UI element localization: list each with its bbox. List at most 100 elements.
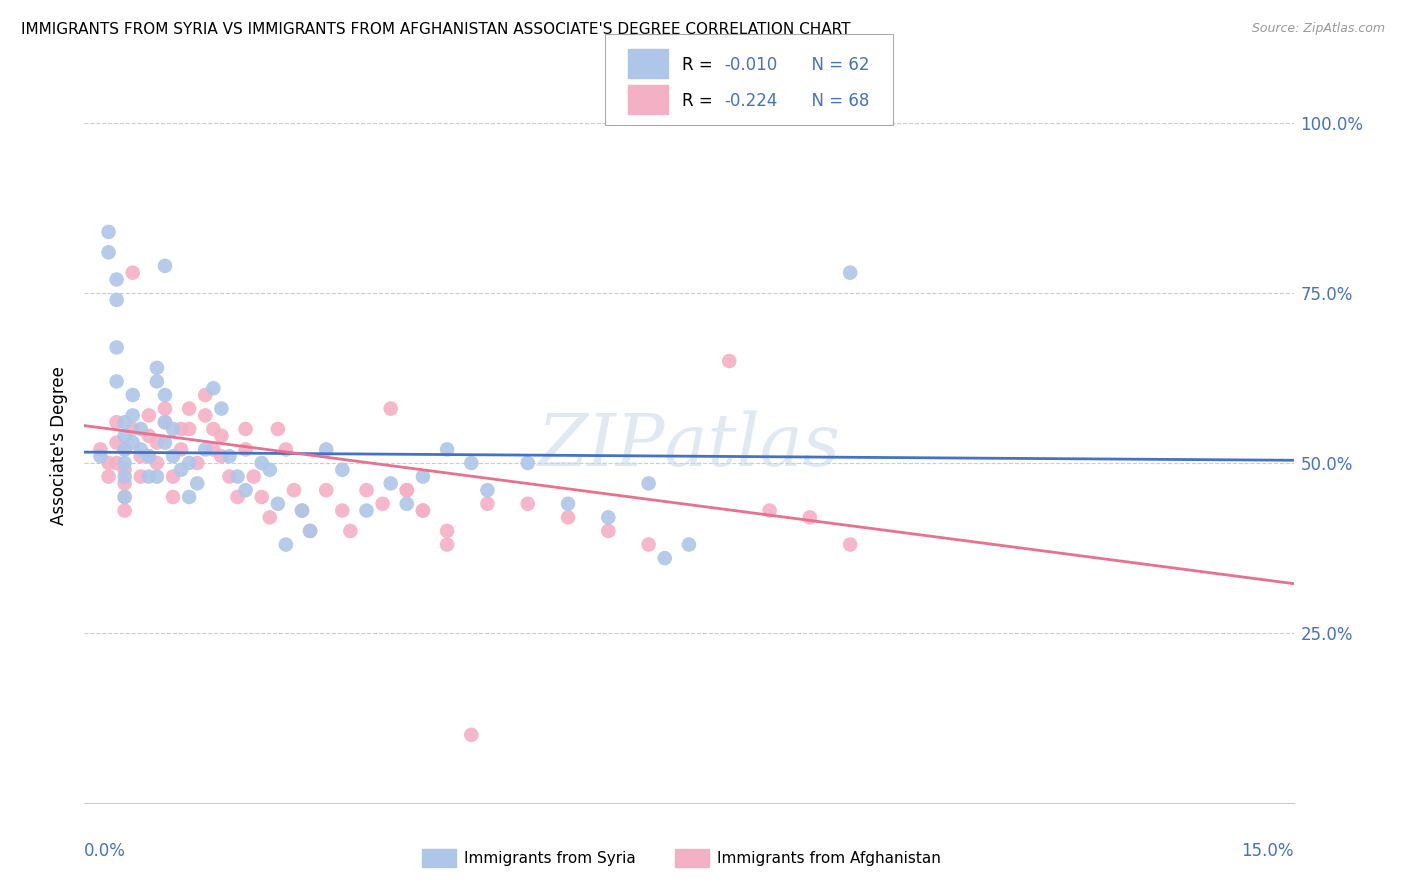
Point bbox=[89, 449, 111, 463]
Point bbox=[202, 422, 225, 436]
Point bbox=[235, 442, 257, 457]
Point bbox=[209, 429, 232, 443]
Point bbox=[153, 415, 176, 429]
Point bbox=[209, 449, 232, 463]
Point bbox=[235, 422, 257, 436]
Point bbox=[179, 456, 201, 470]
Point bbox=[202, 442, 225, 457]
Point bbox=[153, 415, 176, 429]
Text: -0.224: -0.224 bbox=[724, 92, 778, 110]
Point bbox=[330, 503, 353, 517]
Point bbox=[121, 435, 143, 450]
Point bbox=[146, 360, 169, 375]
Point bbox=[339, 524, 361, 538]
Point bbox=[460, 456, 482, 470]
Point bbox=[114, 503, 136, 517]
Point bbox=[283, 483, 305, 498]
Point bbox=[121, 422, 143, 436]
Point bbox=[839, 537, 862, 551]
Point bbox=[637, 537, 659, 551]
Point bbox=[114, 415, 136, 429]
Point bbox=[97, 456, 120, 470]
Point bbox=[226, 490, 249, 504]
Point bbox=[412, 503, 434, 517]
Point bbox=[299, 524, 322, 538]
Point bbox=[146, 435, 169, 450]
Point bbox=[186, 476, 208, 491]
Text: N = 68: N = 68 bbox=[801, 92, 870, 110]
Point bbox=[598, 524, 620, 538]
Text: IMMIGRANTS FROM SYRIA VS IMMIGRANTS FROM AFGHANISTAN ASSOCIATE'S DEGREE CORRELAT: IMMIGRANTS FROM SYRIA VS IMMIGRANTS FROM… bbox=[21, 22, 851, 37]
Point bbox=[105, 341, 128, 355]
Point bbox=[218, 449, 240, 463]
Point bbox=[138, 429, 160, 443]
Point bbox=[105, 272, 128, 286]
Point bbox=[105, 293, 128, 307]
Point bbox=[839, 266, 862, 280]
Point bbox=[516, 497, 538, 511]
Point bbox=[121, 388, 143, 402]
Point bbox=[250, 456, 273, 470]
Point bbox=[299, 524, 322, 538]
Point bbox=[179, 490, 201, 504]
Point bbox=[162, 490, 184, 504]
Point bbox=[356, 503, 378, 517]
Point bbox=[395, 483, 418, 498]
Point bbox=[250, 490, 273, 504]
Point bbox=[477, 483, 499, 498]
Point bbox=[129, 469, 152, 483]
Point bbox=[114, 490, 136, 504]
Point bbox=[242, 469, 264, 483]
Point bbox=[330, 463, 353, 477]
Point bbox=[194, 409, 217, 423]
Point bbox=[758, 503, 780, 517]
Point bbox=[121, 266, 143, 280]
Point bbox=[274, 537, 297, 551]
Point bbox=[259, 510, 281, 524]
Point bbox=[146, 469, 169, 483]
Point bbox=[105, 375, 128, 389]
Point bbox=[291, 503, 314, 517]
Point bbox=[557, 510, 579, 524]
Y-axis label: Associate's Degree: Associate's Degree bbox=[51, 367, 69, 525]
Point bbox=[291, 503, 314, 517]
Point bbox=[235, 483, 257, 498]
Point bbox=[395, 483, 418, 498]
Text: 15.0%: 15.0% bbox=[1241, 842, 1294, 860]
Point bbox=[114, 429, 136, 443]
Point bbox=[267, 497, 290, 511]
Point bbox=[179, 401, 201, 416]
Point bbox=[129, 422, 152, 436]
Point bbox=[129, 442, 152, 457]
Point bbox=[146, 375, 169, 389]
Point bbox=[97, 469, 120, 483]
Text: R =: R = bbox=[682, 92, 718, 110]
Point bbox=[153, 401, 176, 416]
Point bbox=[202, 381, 225, 395]
Point bbox=[89, 442, 111, 457]
Point bbox=[356, 483, 378, 498]
Point bbox=[138, 449, 160, 463]
Point bbox=[170, 463, 193, 477]
Point bbox=[436, 442, 458, 457]
Point bbox=[153, 388, 176, 402]
Point bbox=[162, 449, 184, 463]
Point bbox=[654, 551, 676, 566]
Text: ZIP​atlas: ZIP​atlas bbox=[537, 410, 841, 482]
Point bbox=[153, 435, 176, 450]
Point bbox=[114, 490, 136, 504]
Point bbox=[114, 442, 136, 457]
Point bbox=[138, 469, 160, 483]
Text: R =: R = bbox=[682, 55, 718, 74]
Point bbox=[274, 442, 297, 457]
Point bbox=[557, 497, 579, 511]
Point bbox=[412, 469, 434, 483]
Point bbox=[209, 401, 232, 416]
Point bbox=[218, 469, 240, 483]
Point bbox=[226, 469, 249, 483]
Point bbox=[162, 469, 184, 483]
Point bbox=[186, 456, 208, 470]
Point bbox=[315, 483, 337, 498]
Point bbox=[436, 537, 458, 551]
Point bbox=[436, 524, 458, 538]
